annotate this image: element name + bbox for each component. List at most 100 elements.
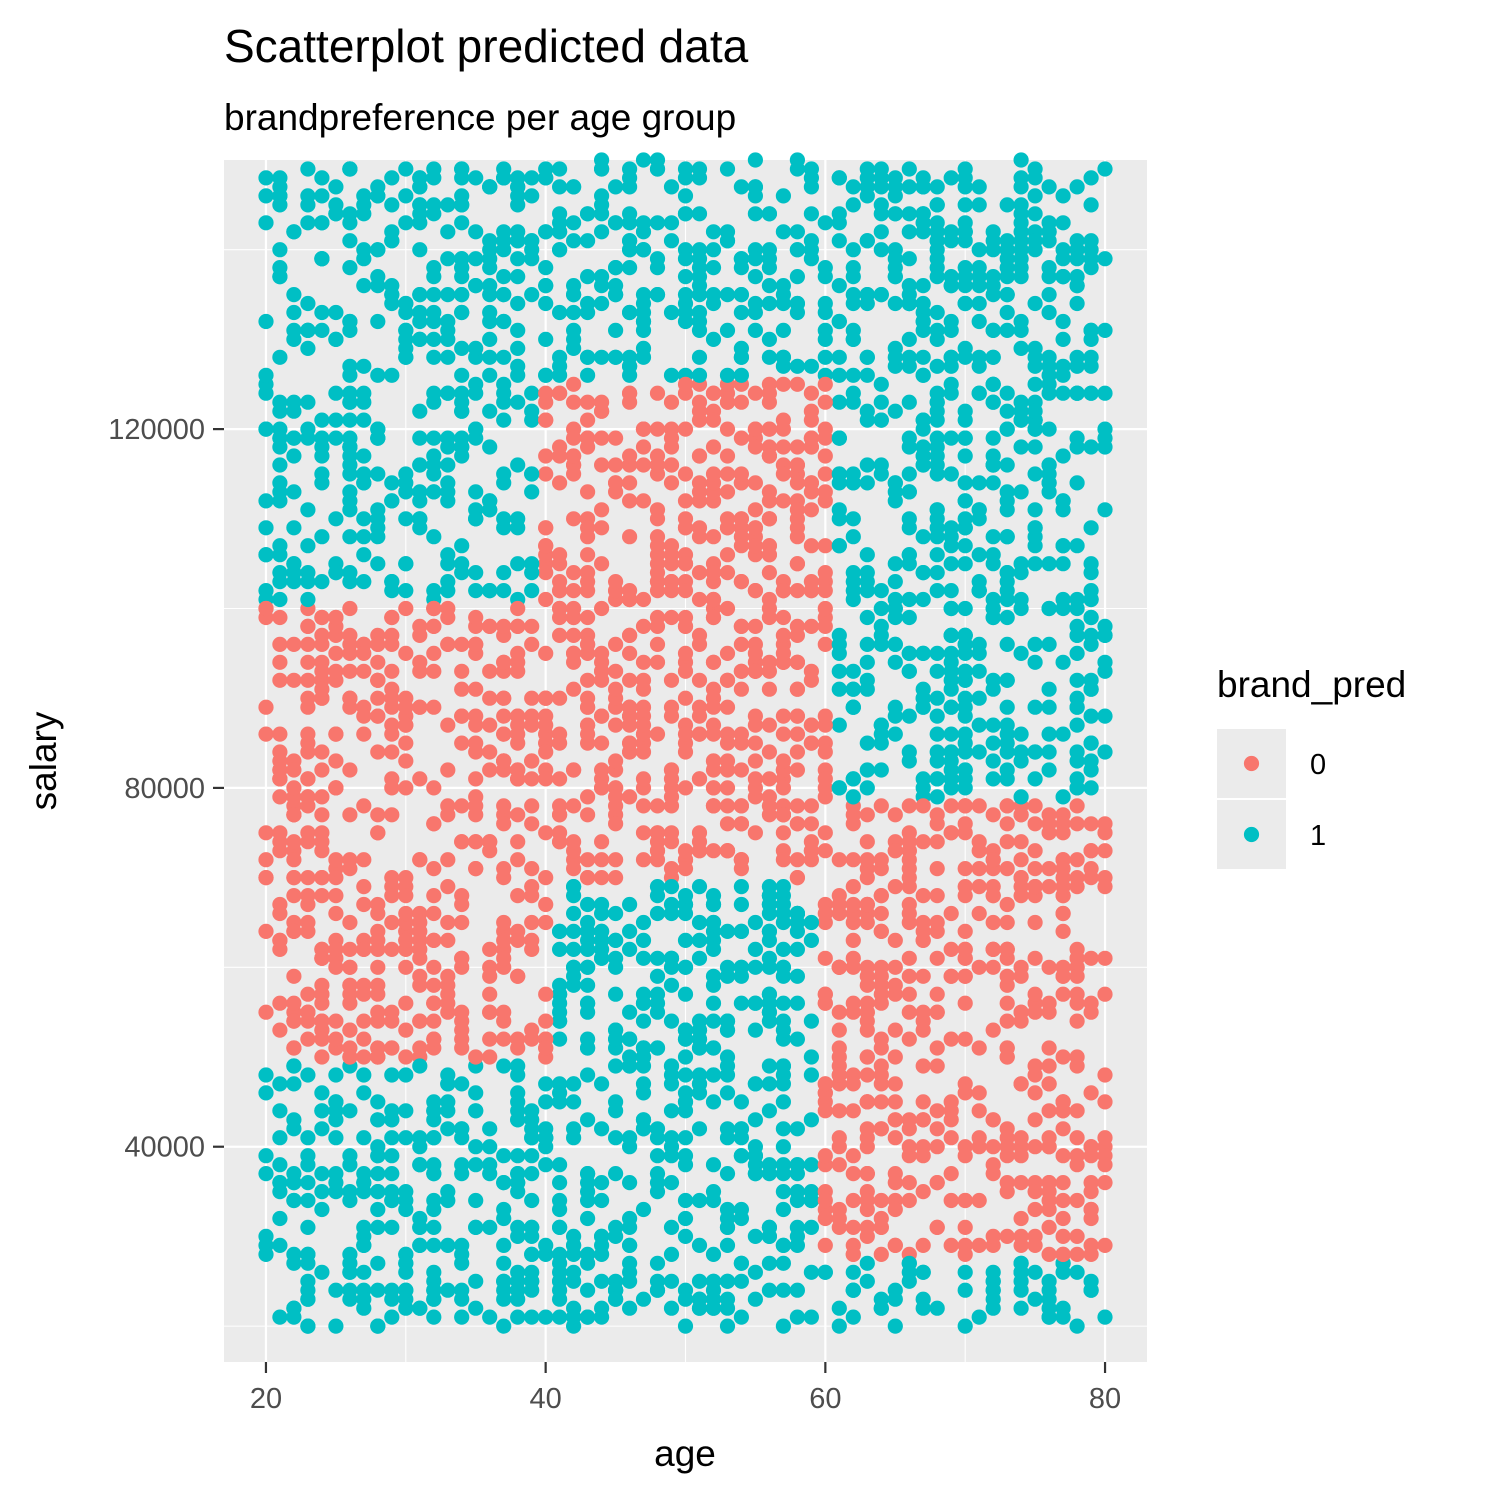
data-point-class-1 [580,1112,596,1128]
data-point-class-1 [1069,179,1085,195]
data-point-class-0 [971,1085,987,1101]
data-point-class-0 [398,780,414,796]
data-point-class-0 [943,798,959,814]
data-point-class-1 [663,1219,680,1235]
data-point-class-1 [887,484,903,500]
data-point-class-0 [985,1228,1001,1244]
data-point-class-1 [356,1300,372,1316]
data-point-class-1 [719,1291,736,1307]
data-point-class-1 [663,367,680,383]
data-point-class-1 [943,771,959,787]
data-point-class-1 [314,448,330,464]
data-point-class-0 [775,412,792,428]
data-point-class-0 [328,959,344,975]
data-point-class-1 [649,905,666,922]
data-point-class-0 [831,1067,847,1083]
data-point-class-1 [1097,322,1113,338]
data-point-class-1 [314,412,330,428]
data-point-class-1 [594,269,610,285]
data-point-class-0 [538,591,554,608]
data-point-class-1 [552,1309,568,1325]
data-point-class-0 [524,717,540,733]
data-point-class-0 [552,475,568,491]
data-point-class-0 [915,1094,931,1110]
data-point-class-1 [1027,349,1043,365]
data-point-class-0 [1069,1157,1085,1173]
data-point-class-0 [1083,1237,1099,1253]
data-point-class-1 [705,224,722,240]
data-point-class-0 [300,888,316,904]
data-point-class-0 [510,708,526,724]
data-point-class-0 [845,1246,861,1262]
data-point-class-1 [943,278,959,294]
data-point-class-0 [705,843,722,859]
data-point-class-1 [566,1076,582,1092]
data-point-class-1 [957,663,973,679]
data-point-class-1 [775,1058,792,1074]
data-point-class-0 [286,762,302,778]
data-point-class-1 [677,206,694,222]
data-point-class-0 [649,825,666,841]
data-point-class-0 [747,421,764,437]
data-point-class-0 [412,950,428,966]
data-point-class-1 [328,565,344,581]
data-point-class-0 [775,753,792,769]
data-point-class-1 [915,448,931,464]
data-point-class-1 [677,1031,694,1047]
data-point-class-1 [300,1318,316,1334]
data-point-class-1 [1083,439,1099,455]
data-point-class-1 [594,1076,610,1092]
data-point-class-0 [384,914,400,931]
data-point-class-1 [915,179,931,195]
data-point-class-0 [538,717,554,733]
data-point-class-0 [384,744,400,760]
data-point-class-0 [817,825,833,841]
data-point-class-1 [887,295,903,312]
data-point-class-0 [1055,986,1071,1002]
data-point-class-0 [929,834,945,850]
data-point-class-0 [999,995,1015,1011]
data-point-class-1 [943,744,959,760]
data-point-class-1 [635,1058,652,1074]
data-point-class-1 [510,457,526,473]
data-point-class-1 [747,1166,764,1182]
data-point-class-1 [1041,556,1057,572]
data-point-class-1 [1097,1309,1113,1325]
data-point-class-0 [538,1013,554,1029]
data-point-class-1 [272,430,288,446]
data-point-class-0 [775,807,792,823]
data-point-class-0 [524,914,540,931]
data-point-class-1 [300,421,316,437]
data-point-class-1 [957,224,973,240]
data-point-class-1 [733,879,750,895]
data-point-class-1 [482,1121,498,1137]
data-point-class-0 [817,708,833,724]
data-point-class-0 [1041,1130,1057,1146]
data-point-class-0 [691,636,708,653]
data-point-class-1 [803,1219,820,1235]
data-point-class-0 [426,816,442,832]
data-point-class-0 [314,888,330,904]
data-point-class-1 [873,206,889,222]
data-point-class-1 [342,322,358,338]
data-point-class-0 [398,888,414,904]
data-point-class-0 [510,618,526,635]
data-point-class-1 [649,1255,666,1271]
data-point-class-1 [510,1067,526,1083]
data-point-class-1 [1013,170,1029,186]
data-point-class-1 [957,179,973,195]
data-point-class-1 [929,726,945,742]
data-point-class-1 [496,313,512,330]
data-point-class-0 [971,959,987,975]
data-point-class-1 [1041,385,1057,401]
data-point-class-0 [1027,1085,1043,1101]
data-point-class-1 [510,251,526,267]
data-point-class-1 [454,538,470,554]
data-point-class-1 [901,349,917,365]
data-point-class-1 [412,287,428,303]
data-point-class-0 [803,717,820,733]
data-point-class-1 [803,206,820,222]
data-point-class-1 [1069,475,1085,491]
data-point-class-1 [342,233,358,249]
